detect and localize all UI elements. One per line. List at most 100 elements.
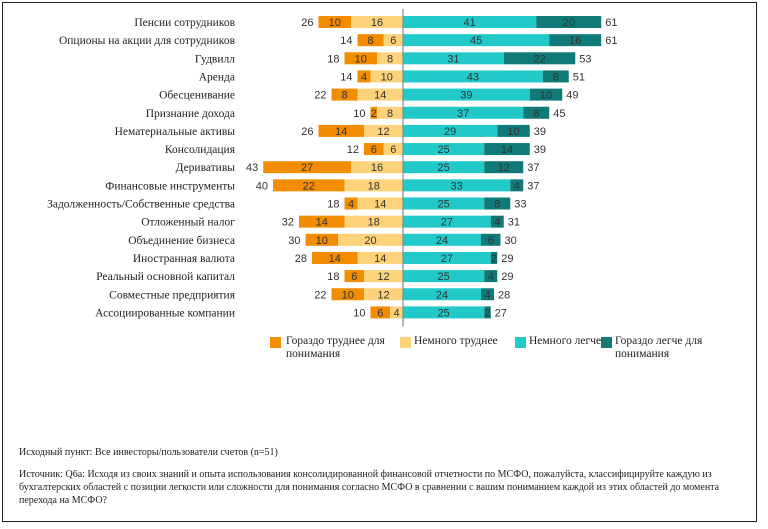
category-label: Аренда	[199, 71, 235, 83]
data-label: 6	[377, 307, 383, 319]
data-label: 14	[374, 90, 386, 102]
data-label: 14	[374, 253, 386, 265]
data-label: 10	[355, 53, 367, 65]
total-label: 45	[553, 108, 565, 120]
legend-label-much-easier: Гораздо легче для понимания	[615, 335, 703, 360]
bar-slightly-harder	[357, 197, 403, 210]
total-label: 26	[301, 17, 313, 29]
data-label: 10	[329, 17, 341, 29]
total-label: 51	[573, 71, 585, 83]
data-label: 2	[484, 307, 490, 319]
data-label: 25	[438, 144, 450, 156]
total-label: 12	[347, 144, 359, 156]
bar-slightly-harder	[364, 124, 403, 137]
bar-much-easier	[484, 143, 530, 156]
data-label: 16	[371, 162, 383, 174]
data-label: 27	[441, 217, 453, 229]
data-label: 12	[498, 162, 510, 174]
total-label: 43	[246, 162, 258, 174]
data-label: 39	[460, 90, 472, 102]
bar-slightly-harder	[377, 106, 403, 119]
bar-slightly-easier	[403, 270, 485, 283]
category-label: Отложенный налог	[141, 217, 235, 229]
bar-much-easier	[484, 161, 524, 174]
source-footnote: Источник: Q6a: Исходя из своих знаний и …	[19, 469, 720, 506]
data-label: 24	[436, 289, 448, 301]
bar-much-easier	[510, 179, 524, 192]
bar-much-harder	[273, 179, 345, 192]
bar-much-harder	[357, 70, 371, 83]
data-label: 29	[444, 126, 456, 138]
bar-slightly-easier	[403, 215, 491, 228]
data-label: 33	[451, 180, 463, 192]
category-label: Ассоциированные компании	[95, 307, 235, 319]
category-label: Иностранная валюта	[133, 253, 235, 265]
total-label: 39	[534, 144, 546, 156]
bar-much-easier	[490, 251, 498, 264]
data-label: 22	[533, 53, 545, 65]
data-label: 4	[484, 289, 490, 301]
legend-swatch-slightly-harder	[400, 337, 411, 348]
data-label: 4	[348, 199, 354, 211]
bar-slightly-easier	[403, 288, 481, 301]
data-label: 6	[488, 235, 494, 247]
total-label: 31	[508, 217, 520, 229]
bar-much-harder	[312, 251, 358, 264]
data-label: 25	[438, 307, 450, 319]
category-label: Реальный основной капитал	[96, 271, 235, 283]
bar-much-harder	[299, 215, 345, 228]
total-label: 28	[498, 289, 510, 301]
total-label: 18	[327, 271, 339, 283]
bar-much-harder	[370, 306, 390, 319]
total-label: 18	[327, 53, 339, 65]
bar-much-easier	[529, 88, 563, 101]
bar-slightly-harder	[383, 34, 403, 47]
bar-much-harder	[370, 106, 377, 119]
legend-swatch-much-harder	[270, 337, 281, 348]
bar-much-harder	[344, 197, 358, 210]
data-label: 8	[387, 108, 393, 120]
category-label: Совместные предприятия	[109, 289, 236, 301]
data-label: 2	[491, 253, 497, 265]
data-label: 27	[441, 253, 453, 265]
total-label: 30	[288, 235, 300, 247]
data-label: 8	[533, 108, 539, 120]
data-label: 14	[316, 217, 328, 229]
bar-much-harder	[364, 143, 384, 156]
total-label: 10	[353, 307, 365, 319]
bar-slightly-harder	[357, 251, 403, 264]
data-label: 4	[488, 271, 494, 283]
legend-swatch-much-easier	[601, 337, 612, 348]
category-label: Объединение бизнеса	[128, 235, 235, 247]
total-label: 61	[605, 35, 617, 47]
data-label: 22	[303, 180, 315, 192]
bar-much-easier	[481, 233, 501, 246]
data-label: 45	[470, 35, 482, 47]
total-label: 28	[295, 253, 307, 265]
bar-much-easier	[484, 197, 511, 210]
legend-label-much-harder: Гораздо труднее для понимания	[286, 335, 385, 360]
data-label: 4	[393, 307, 399, 319]
bar-slightly-easier	[403, 143, 485, 156]
category-label: Признание дохода	[146, 108, 235, 120]
bar-much-harder	[331, 88, 358, 101]
total-label: 29	[501, 253, 513, 265]
data-label: 2	[371, 108, 377, 120]
legend-label-slightly-harder: Немного труднее	[414, 335, 498, 347]
data-label: 10	[316, 235, 328, 247]
bar-much-harder	[331, 288, 364, 301]
category-label: Нематериальные активы	[115, 126, 236, 138]
total-label: 61	[605, 17, 617, 29]
bar-slightly-easier	[403, 161, 485, 174]
data-label: 14	[335, 126, 347, 138]
total-label: 33	[514, 199, 526, 211]
data-label: 4	[361, 71, 367, 83]
data-label: 31	[447, 53, 459, 65]
data-label: 8	[553, 71, 559, 83]
bar-slightly-harder	[377, 52, 403, 65]
total-label: 18	[327, 199, 339, 211]
bar-slightly-harder	[364, 270, 403, 283]
bar-much-harder	[305, 233, 338, 246]
data-label: 43	[467, 71, 479, 83]
